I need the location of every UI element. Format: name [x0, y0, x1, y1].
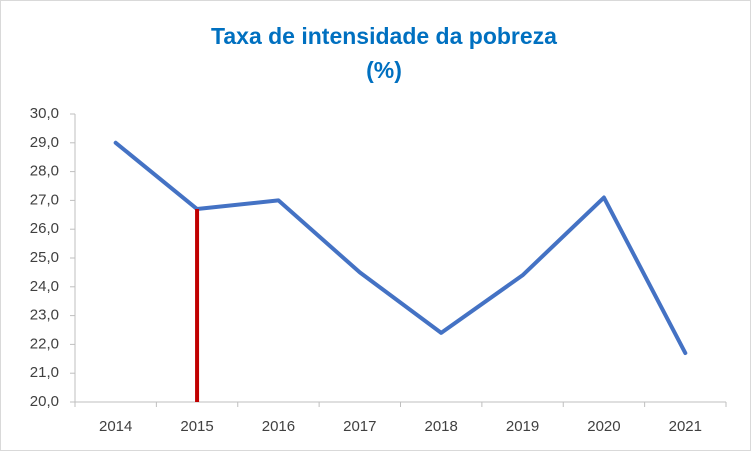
y-tick-label: 20,0 — [30, 393, 59, 410]
y-tick-label: 23,0 — [30, 307, 59, 324]
y-tick-label: 21,0 — [30, 364, 59, 381]
x-tick-label: 2017 — [343, 418, 376, 435]
y-tick-label: 28,0 — [30, 163, 59, 180]
x-tick-label: 2015 — [180, 418, 213, 435]
y-tick-label: 25,0 — [30, 249, 59, 266]
chart-subtitle: (%) — [366, 57, 402, 83]
y-tick-label: 24,0 — [30, 278, 59, 295]
y-tick-label: 30,0 — [30, 105, 59, 122]
x-tick-label: 2020 — [587, 418, 620, 435]
x-tick-label: 2014 — [99, 418, 132, 435]
y-tick-label: 29,0 — [30, 134, 59, 151]
series-line — [113, 140, 688, 356]
x-tick-label: 2019 — [506, 418, 539, 435]
y-tick-label: 26,0 — [30, 220, 59, 237]
y-tick-label: 22,0 — [30, 335, 59, 352]
x-tick-label: 2018 — [425, 418, 458, 435]
x-tick-label: 2016 — [262, 418, 295, 435]
y-tick-label: 27,0 — [30, 191, 59, 208]
chart-title: Taxa de intensidade da pobreza — [211, 23, 557, 49]
x-tick-label: 2021 — [669, 418, 702, 435]
